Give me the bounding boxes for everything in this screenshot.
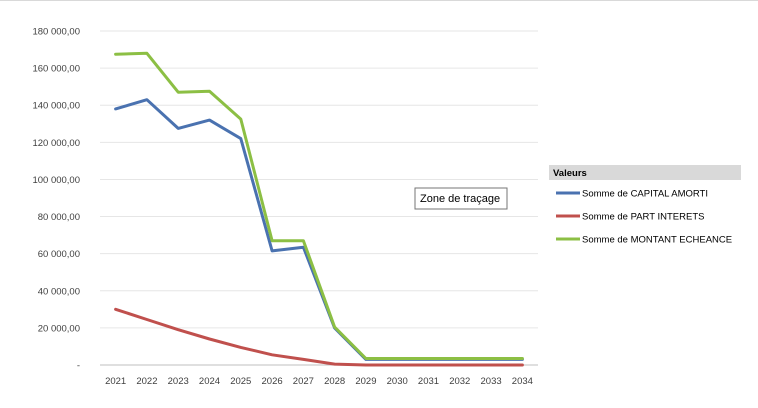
x-tick-label: 2030 (387, 376, 408, 387)
x-tick-label: 2033 (481, 376, 502, 387)
legend-items: Somme de CAPITAL AMORTI Somme de PART INT… (556, 189, 732, 246)
y-tick-label: 100 000,00 (32, 175, 80, 186)
zone-de-tracage-tooltip: Zone de traçage (414, 187, 508, 210)
x-tick-label: 2021 (105, 376, 126, 387)
y-tick-label: 140 000,00 (32, 101, 80, 112)
x-tick-label: 2026 (262, 376, 283, 387)
y-tick-label: 180 000,00 (32, 27, 80, 38)
legend-title-background (549, 165, 741, 180)
x-axis-ticks: 2021 2022 2023 2024 2025 2026 2027 2028 2029 2030… (105, 376, 533, 387)
y-axis-ticks: - 20 000,00 40 000,00 60 000,00 80 000,00 100… (32, 27, 80, 372)
y-tick-label: 80 000,00 (38, 212, 80, 223)
x-tick-label: 2027 (293, 376, 314, 387)
x-tick-label: 2032 (449, 376, 470, 387)
y-tick-label: 20 000,00 (38, 323, 80, 334)
x-tick-label: 2024 (199, 376, 220, 387)
x-tick-label: 2028 (324, 376, 345, 387)
y-tick-label: 160 000,00 (32, 64, 80, 75)
x-tick-label: 2034 (512, 376, 533, 387)
y-tick-label: 120 000,00 (32, 138, 80, 149)
series-lines (114, 51, 524, 367)
y-tick-label: - (77, 361, 80, 372)
tooltip-box (414, 187, 508, 210)
series-line-3 (114, 51, 524, 360)
y-tick-label: 60 000,00 (38, 249, 80, 260)
series-line-1 (114, 98, 524, 361)
legend-label: Somme de CAPITAL AMORTI (582, 189, 708, 200)
x-tick-label: 2023 (168, 376, 189, 387)
x-tick-label: 2031 (418, 376, 439, 387)
legend-label: Somme de MONTANT ECHEANCE (582, 235, 732, 246)
y-tick-label: 40 000,00 (38, 286, 80, 297)
legend-title: Valeurs (553, 168, 587, 179)
x-tick-label: 2029 (355, 376, 376, 387)
legend-label: Somme de PART INTERETS (582, 212, 704, 223)
series-line-2 (114, 307, 524, 367)
tooltip-label: Zone de traçage (420, 193, 500, 205)
x-tick-label: 2022 (136, 376, 157, 387)
x-tick-label: 2025 (230, 376, 251, 387)
